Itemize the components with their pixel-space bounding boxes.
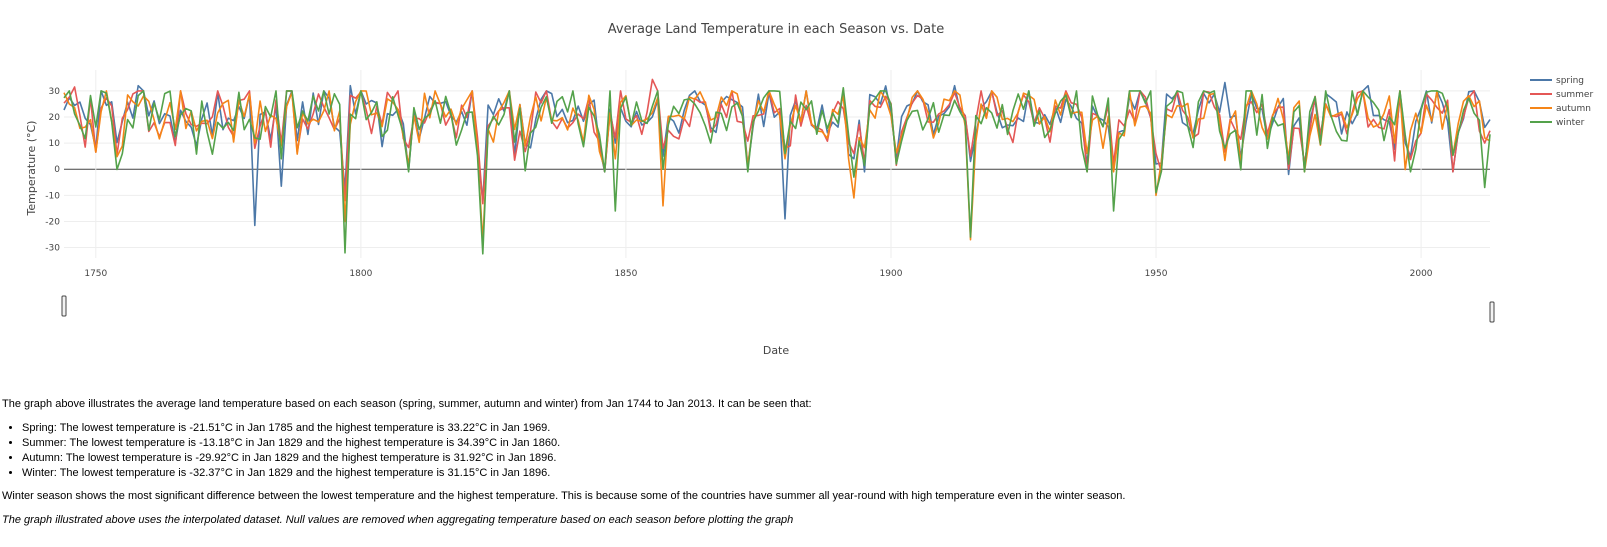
y-tick-label: -30 xyxy=(45,244,60,254)
legend-item-summer[interactable]: summer xyxy=(1556,90,1593,100)
range-slider-right-handle[interactable] xyxy=(1489,301,1495,323)
y-tick-label: 0 xyxy=(54,165,60,175)
grid xyxy=(64,70,1490,258)
series-lines[interactable] xyxy=(63,78,1491,255)
legend-item-autumn[interactable]: autumn xyxy=(1556,104,1591,114)
y-tick-label: -20 xyxy=(45,217,60,227)
legend-item-spring[interactable]: spring xyxy=(1556,76,1584,86)
range-slider[interactable] xyxy=(61,290,1495,326)
legend[interactable]: spring summer autumn winter xyxy=(1530,76,1593,128)
chart-title: Average Land Temperature in each Season … xyxy=(608,22,944,37)
description: The graph above illustrates the average … xyxy=(2,397,1592,528)
y-tick-label: 30 xyxy=(49,87,61,97)
x-tick-label: 1950 xyxy=(1145,269,1168,279)
y-tick-label: 10 xyxy=(49,139,61,149)
range-slider-left-handle[interactable] xyxy=(61,295,67,317)
x-tick-label: 1850 xyxy=(614,269,637,279)
list-item: Summer: The lowest temperature is -13.18… xyxy=(22,436,1592,451)
x-axis-title: Date xyxy=(763,344,790,357)
legend-item-winter[interactable]: winter xyxy=(1556,118,1585,128)
y-tick-label: -10 xyxy=(45,191,60,201)
axis-ticks: -30 -20 -10 0 10 20 30 1750 1800 1850 1900 1950 2000 xyxy=(45,87,1433,279)
x-tick-label: 1750 xyxy=(84,269,107,279)
chart: Average Land Temperature in each Season … xyxy=(25,22,1593,357)
list-item: Winter: The lowest temperature is -32.37… xyxy=(22,466,1592,481)
x-tick-label: 1900 xyxy=(880,269,903,279)
list-item: Spring: The lowest temperature is -21.51… xyxy=(22,421,1592,436)
description-conclusion: Winter season shows the most significant… xyxy=(2,490,1126,502)
x-tick-label: 1800 xyxy=(349,269,372,279)
range-slider-track[interactable] xyxy=(64,290,1490,326)
description-footnote: The graph illustrated above uses the int… xyxy=(2,514,794,526)
series-line-winter[interactable] xyxy=(63,87,1491,255)
list-item: Autumn: The lowest temperature is -29.92… xyxy=(22,451,1592,466)
y-tick-label: 20 xyxy=(49,113,61,123)
x-tick-label: 2000 xyxy=(1410,269,1433,279)
season-stats-list: Spring: The lowest temperature is -21.51… xyxy=(2,421,1592,481)
y-axis-title: Temperature (°C) xyxy=(25,121,38,217)
description-intro: The graph above illustrates the average … xyxy=(2,398,812,410)
